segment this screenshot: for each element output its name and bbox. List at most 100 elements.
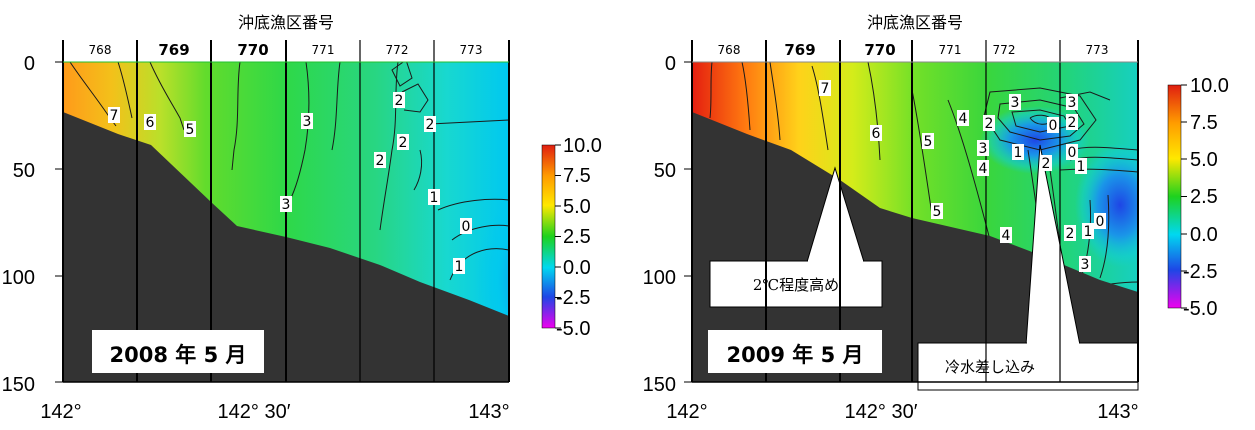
contour-label: 1 [453, 258, 465, 275]
colorbar-label: 0.0 [1190, 224, 1218, 246]
top-axis-title: 沖底漁区番号 [867, 13, 963, 32]
cold-water-patch [980, 106, 1090, 174]
top-label-772: 772 [993, 43, 1016, 57]
contour-label: 2 [424, 116, 436, 133]
colorbar-label: -5.0 [1183, 298, 1217, 320]
contour-labels: 7 6 5 4 3 3 2 0 2 1 2 0 1 3 4 5 4 0 2 1 … [819, 80, 1106, 273]
colorbar-label: 2.5 [1190, 186, 1218, 208]
svg-text:6: 6 [146, 115, 155, 131]
top-label-770: 770 [864, 41, 895, 59]
panel-2008: 沖底漁区番号 [2, 13, 602, 423]
svg-text:1: 1 [1014, 145, 1023, 161]
svg-text:1: 1 [1077, 159, 1086, 175]
contour-label: 2 [374, 152, 386, 169]
top-label-773: 773 [460, 43, 483, 57]
svg-text:2: 2 [426, 117, 435, 133]
svg-text:7: 7 [821, 81, 830, 97]
svg-text:2: 2 [985, 116, 994, 132]
contour-label: 0 [1047, 117, 1059, 134]
contour-label: 4 [1000, 227, 1012, 244]
contour-label: 7 [819, 80, 831, 97]
colorbar-gradient [541, 144, 556, 329]
colorbar-label: 10.0 [563, 135, 602, 157]
contour-label: 1 [428, 189, 440, 206]
top-label-768: 768 [718, 43, 741, 57]
contour-label: 3 [280, 196, 292, 213]
svg-text:2: 2 [1068, 115, 1077, 131]
x-tick-142-30: 142° 30′ [845, 401, 918, 423]
top-label-770: 770 [237, 41, 268, 59]
svg-text:0: 0 [462, 219, 471, 235]
contour-label: 2 [1066, 114, 1078, 131]
top-label-771: 771 [939, 43, 962, 57]
svg-text:5: 5 [186, 122, 195, 138]
y-tick-marks [684, 61, 692, 383]
svg-text:7: 7 [110, 108, 119, 124]
svg-text:4: 4 [1002, 228, 1011, 244]
svg-text:2: 2 [376, 153, 385, 169]
svg-text:3: 3 [282, 197, 291, 213]
svg-text:5: 5 [924, 134, 933, 150]
contour-label: 7 [108, 107, 120, 124]
colorbar-label: -2.5 [556, 287, 590, 309]
svg-text:3: 3 [303, 114, 312, 130]
callout-warm-text: 2℃程度高め [753, 276, 839, 294]
colorbar-label: 5.0 [563, 196, 591, 218]
colorbar-label: 7.5 [563, 165, 591, 187]
svg-text:3: 3 [1068, 95, 1077, 111]
colorbar: 10.0 7.5 5.0 2.5 0.0 -2.5 -5.0 [1167, 75, 1229, 320]
colorbar-label: -5.0 [556, 318, 590, 340]
contour-label: 0 [1066, 144, 1078, 161]
title-box [708, 330, 882, 373]
colorbar-label: 0.0 [563, 257, 591, 279]
contour-label: 1 [1075, 158, 1087, 175]
x-tick-143: 143° [468, 401, 509, 423]
colorbar-labels: 10.0 7.5 5.0 2.5 0.0 -2.5 -5.0 [1183, 75, 1229, 320]
y-tick-50: 50 [13, 160, 35, 182]
svg-text:1: 1 [1084, 224, 1093, 240]
svg-text:0: 0 [1096, 214, 1105, 230]
x-tick-142: 142° [40, 401, 81, 423]
top-label-771: 771 [312, 43, 335, 57]
top-label-768: 768 [89, 43, 112, 57]
x-tick-143: 143° [1097, 401, 1138, 423]
panel-2009: 沖底漁区番号 [643, 13, 1229, 423]
svg-text:5: 5 [933, 204, 942, 220]
svg-text:6: 6 [872, 126, 881, 142]
callout-warm: 2℃程度高め [709, 166, 883, 308]
x-tick-142-30: 142° 30′ [218, 401, 291, 423]
top-axis-title: 沖底漁区番号 [238, 13, 334, 32]
contour-label: 3 [1009, 94, 1021, 111]
svg-text:1: 1 [455, 259, 464, 275]
top-label-772: 772 [386, 43, 409, 57]
svg-text:3: 3 [979, 141, 988, 157]
y-tick-0: 0 [24, 53, 35, 75]
contour-label: 1 [1012, 144, 1024, 161]
colorbar-label: 7.5 [1190, 112, 1218, 134]
colorbar-ticks [555, 144, 561, 329]
y-tick-100: 100 [643, 267, 676, 289]
svg-text:2: 2 [1042, 156, 1051, 172]
top-label-769: 769 [784, 41, 815, 59]
svg-text:2: 2 [395, 93, 404, 109]
y-axis: 0 50 100 150 [2, 53, 35, 396]
callout-cold-text: 冷水差し込み [945, 358, 1035, 376]
contour-label: 6 [144, 114, 156, 131]
title-box [92, 330, 264, 373]
svg-text:3: 3 [1081, 257, 1090, 273]
contour-label: 5 [931, 203, 943, 220]
contour-label: 5 [922, 133, 934, 150]
colorbar-label: 10.0 [1190, 75, 1229, 97]
x-axis: 142° 142° 30′ 143° [666, 401, 1138, 423]
contour-label: 2 [393, 92, 405, 109]
contour-label: 3 [301, 113, 313, 130]
contour-label: 5 [184, 121, 196, 138]
y-tick-150: 150 [643, 374, 676, 396]
contour-label: 2 [983, 115, 995, 132]
panel-title: 2008 年 5 月 [92, 330, 264, 373]
contour-label: 3 [1066, 94, 1078, 111]
x-tick-142: 142° [666, 401, 707, 423]
svg-text:0: 0 [1049, 118, 1058, 134]
contour-label: 1 [1082, 223, 1094, 240]
